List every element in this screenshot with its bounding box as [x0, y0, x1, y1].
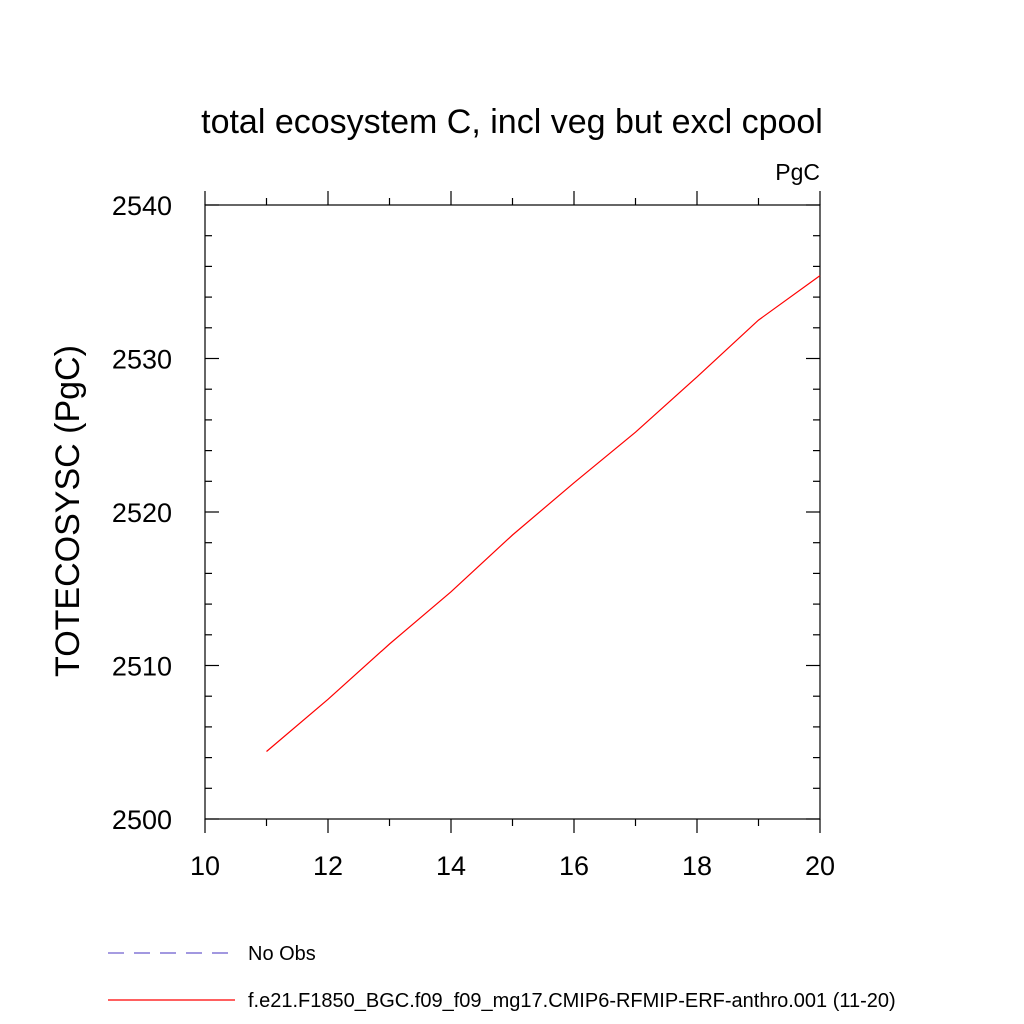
y-tick-label: 2500: [112, 805, 172, 835]
x-tick-label: 12: [313, 851, 343, 881]
y-tick-label: 2510: [112, 652, 172, 682]
x-tick-label: 14: [436, 851, 466, 881]
y-axis-ticks: [205, 204, 820, 820]
x-tick-label: 20: [805, 851, 835, 881]
y-tick-label: 2520: [112, 498, 172, 528]
x-axis-ticks: [204, 191, 821, 833]
legend-label: No Obs: [248, 943, 316, 965]
x-tick-label: 16: [559, 851, 589, 881]
units-label: PgC: [775, 159, 820, 185]
x-tick-label: 10: [190, 851, 220, 881]
y-tick-label: 2540: [112, 191, 172, 221]
y-tick-label: 2530: [112, 345, 172, 375]
chart-title: total ecosystem C, incl veg but excl cpo…: [201, 103, 823, 141]
y-axis-title: TOTECOSYSC (PgC): [49, 345, 87, 677]
series-line: [266, 275, 821, 752]
series-layer: [266, 275, 821, 752]
x-tick-label: 18: [682, 851, 712, 881]
y-axis-tick-labels: 2500 2510 2520 2530 2540: [112, 191, 172, 835]
x-axis-tick-labels: 10 12 14 16 18 20: [190, 851, 835, 881]
plot-frame: [204, 204, 821, 820]
legend-label: f.e21.F1850_BGC.f09_f09_mg17.CMIP6-RFMIP…: [248, 990, 896, 1012]
legend: No Obs f.e21.F1850_BGC.f09_f09_mg17.CMIP6…: [108, 943, 896, 1012]
